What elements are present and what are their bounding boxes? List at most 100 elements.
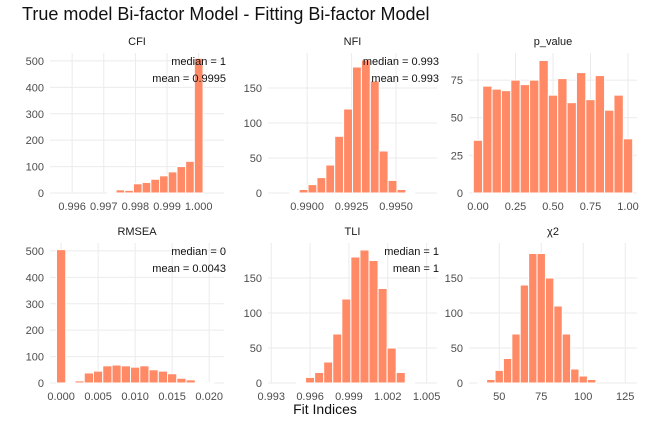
- cfi-bar: [193, 57, 204, 194]
- tli-panel-title: TLI: [345, 226, 361, 238]
- tli-x-tick-label: 1.005: [413, 391, 441, 403]
- cfi-bar: [167, 171, 178, 194]
- nfi-y-tick-label: 150: [244, 83, 262, 95]
- p_value-bar: [557, 78, 568, 194]
- nfi-y-tick-label: 0: [256, 188, 262, 200]
- p_value-y-tick-label: 0: [457, 188, 463, 200]
- nfi-bar: [343, 108, 353, 194]
- chi2-bar: [494, 369, 504, 384]
- chi2-bar: [502, 358, 513, 384]
- chi2-x-tick-label: 125: [616, 391, 634, 403]
- cfi-annotation: median = 1: [171, 56, 226, 68]
- p_value-bar: [510, 79, 521, 194]
- cfi-bar: [124, 189, 134, 194]
- chi2-panel-title: χ2: [547, 226, 559, 238]
- p_value-bar: [547, 94, 559, 194]
- rmsea-bar: [55, 249, 67, 384]
- nfi-x-tick-label: 0.9900: [290, 201, 324, 213]
- chi2-bar: [561, 333, 572, 384]
- chi2-bar: [519, 284, 530, 384]
- p_value-bar: [613, 94, 624, 194]
- tli-x-tick-label: 0.996: [296, 391, 324, 403]
- chi2-y-tick-label: 0: [457, 378, 463, 390]
- chi2-x-tick-label: 100: [574, 391, 592, 403]
- rmsea-annotation: mean = 0.0043: [152, 263, 226, 275]
- nfi-bar: [334, 135, 345, 194]
- cfi-y-tick-label: 500: [26, 56, 44, 68]
- x-axis-title: Fit Indices: [293, 401, 357, 417]
- rmsea-bar: [176, 377, 187, 384]
- chi2-y-tick-label: 150: [445, 273, 463, 285]
- p_value-bar: [491, 88, 502, 194]
- chi2-bar: [586, 379, 597, 384]
- tli-bar: [377, 288, 388, 384]
- chi2-bar: [570, 368, 580, 384]
- p_value-bar: [472, 139, 484, 194]
- cfi-bar: [141, 181, 152, 194]
- rmsea-panel-title: RMSEA: [117, 226, 157, 238]
- tli-y-tick-label: 100: [244, 308, 262, 320]
- p_value-panel-title: p_value: [534, 36, 573, 48]
- p_value-bar: [566, 102, 577, 194]
- cfi-bar: [115, 189, 126, 194]
- p_value-bar: [604, 109, 615, 194]
- cfi-panel-title: CFI: [128, 36, 146, 48]
- nfi-bar: [378, 150, 389, 194]
- nfi-bar: [360, 59, 371, 194]
- chi2-y-tick-label: 50: [451, 343, 463, 355]
- rmsea-x-tick-label: 0.010: [121, 391, 149, 403]
- cfi-y-tick-label: 400: [26, 82, 44, 94]
- p_value-bar: [519, 84, 531, 194]
- tli-bar: [404, 381, 415, 384]
- nfi-annotation: mean = 0.993: [371, 73, 439, 85]
- rmsea-bar: [185, 379, 196, 384]
- cfi-x-tick-label: 0.999: [153, 201, 181, 213]
- p_value-y-tick-label: 25: [451, 150, 463, 162]
- cfi-bar: [176, 166, 187, 194]
- cfi-y-tick-label: 200: [26, 135, 44, 147]
- tli-y-tick-label: 0: [256, 378, 262, 390]
- tli-bar: [314, 372, 325, 384]
- chi2-bar: [486, 379, 496, 384]
- rmsea-bar: [139, 365, 150, 384]
- p_value-bar: [575, 72, 587, 194]
- p_value-x-tick-label: 0.75: [580, 201, 601, 213]
- nfi-y-tick-label: 50: [250, 153, 262, 165]
- rmsea-bar: [74, 380, 85, 384]
- cfi-bar: [150, 178, 161, 194]
- nfi-x-tick-label: 0.9950: [379, 201, 413, 213]
- tli-bar: [332, 333, 343, 384]
- p_value-y-tick-label: 75: [451, 75, 463, 87]
- tli-bar: [368, 260, 379, 384]
- tli-y-tick-label: 50: [250, 343, 262, 355]
- p_value-bar: [585, 99, 596, 194]
- nfi-annotation: median = 0.993: [363, 56, 439, 68]
- rmsea-y-tick-label: 0: [38, 378, 44, 390]
- figure-title: True model Bi-factor Model - Fitting Bi-…: [22, 4, 430, 24]
- p_value-bar: [500, 90, 512, 194]
- rmsea-bar: [83, 372, 95, 384]
- cfi-x-tick-label: 0.996: [58, 201, 86, 213]
- rmsea-bar: [93, 370, 104, 384]
- rmsea-y-tick-label: 100: [26, 352, 44, 364]
- chi2-x-tick-label: 50: [493, 391, 505, 403]
- p_value-x-tick-label: 0.50: [542, 201, 563, 213]
- cfi-x-tick-label: 0.997: [90, 201, 118, 213]
- p_value-x-tick-label: 1.00: [617, 201, 638, 213]
- chi2-bar: [544, 277, 555, 384]
- nfi-bar: [387, 179, 398, 194]
- rmsea-annotation: median = 0: [171, 246, 226, 258]
- p_value-y-tick-label: 50: [451, 113, 463, 125]
- p_value-bar: [622, 138, 634, 194]
- nfi-bar: [369, 80, 380, 194]
- tli-bar: [359, 249, 370, 384]
- chi2-y-tick-label: 100: [445, 308, 463, 320]
- tli-bar: [386, 347, 397, 384]
- nfi-bar: [316, 177, 327, 194]
- p_value-bar: [538, 60, 549, 194]
- rmsea-bar: [102, 365, 113, 384]
- nfi-bar: [396, 189, 407, 194]
- chi2-bar: [528, 253, 538, 384]
- tli-bar: [395, 372, 406, 384]
